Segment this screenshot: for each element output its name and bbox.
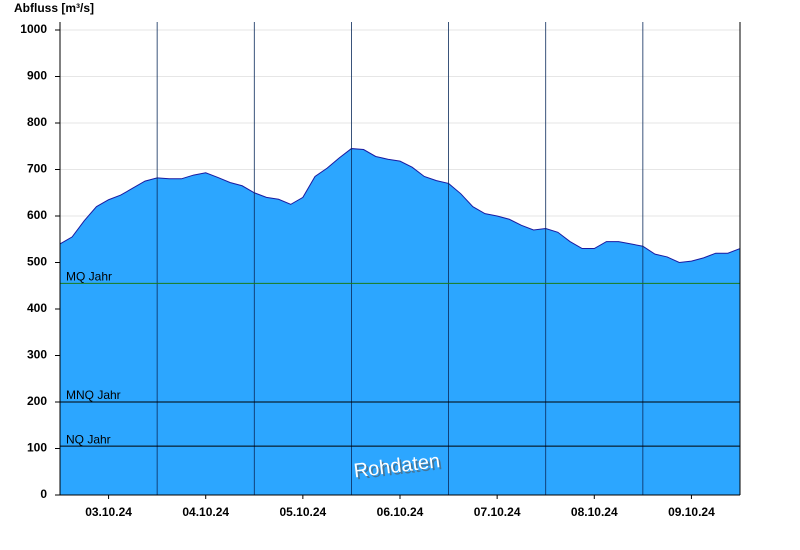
x-tick-label: 04.10.24 <box>182 505 229 519</box>
area-line <box>59 148 741 264</box>
x-tick-label: 03.10.24 <box>85 505 132 519</box>
y-tick-label: 800 <box>27 115 47 129</box>
y-tick-label: 700 <box>27 162 47 176</box>
area <box>60 148 740 495</box>
y-tick-label: 100 <box>27 441 47 455</box>
y-tick-label: 500 <box>27 255 47 269</box>
reference-label: MQ Jahr <box>66 270 112 284</box>
x-tick-label: 07.10.24 <box>474 505 521 519</box>
y-tick-label: 600 <box>27 208 47 222</box>
y-tick-label: 400 <box>27 301 47 315</box>
reference-label: NQ Jahr <box>66 432 111 446</box>
x-tick-label: 06.10.24 <box>377 505 424 519</box>
x-tick-label: 05.10.24 <box>279 505 326 519</box>
y-tick-label: 900 <box>27 69 47 83</box>
reference-label: MNQ Jahr <box>66 388 121 402</box>
chart-title: Abfluss [m³/s] <box>14 1 94 15</box>
x-tick-label: 09.10.24 <box>668 505 715 519</box>
y-tick-label: 0 <box>40 487 47 501</box>
y-tick-label: 200 <box>27 394 47 408</box>
x-tick-label: 08.10.24 <box>571 505 618 519</box>
y-tick-label: 1000 <box>20 22 47 36</box>
y-tick-label: 300 <box>27 348 47 362</box>
